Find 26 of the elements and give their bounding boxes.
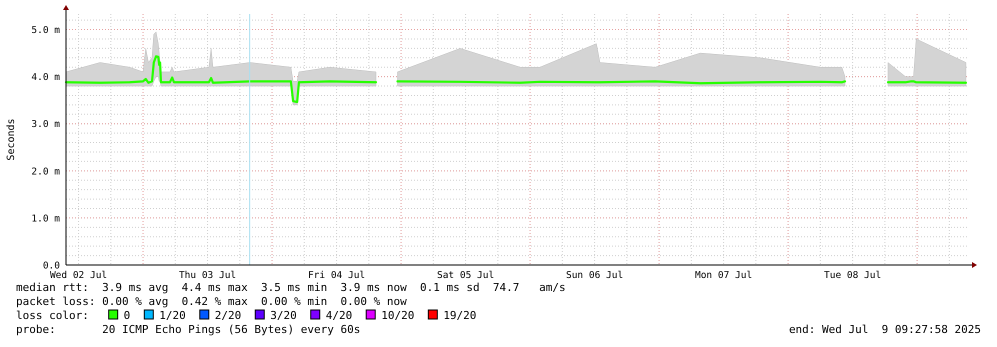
y-tick-label: 4.0 m — [31, 72, 60, 84]
y-tick-label: 5.0 m — [31, 25, 60, 36]
x-tick-label: Sun 06 Jul — [566, 270, 624, 281]
y-tick-label: 0.0 — [42, 260, 60, 272]
text: median rtt: 3.9 ms avg 4.4 ms max 3.5 ms min 3.9 ms now 0.1 ms sd 74.7 am/s — [16, 281, 566, 294]
legend-label: 0 — [124, 309, 130, 322]
legend-label: 2/20 — [214, 309, 242, 322]
legend-label: 10/20 — [381, 309, 414, 322]
legend-label: 19/20 — [443, 309, 476, 322]
text: probe: 20 ICMP Echo Pings (56 Bytes) every 60s — [16, 323, 360, 336]
y-tick-label: 3.0 m — [31, 119, 60, 130]
legend-title: loss color: — [16, 309, 89, 322]
y-tick-label: 2.0 m — [31, 166, 60, 178]
text: packet loss: 0.00 % avg 0.42 % max 0.00 % min 0.00 % now — [16, 295, 408, 308]
x-tick-label: Wed 02 Jul — [50, 270, 108, 281]
x-tick-label: Mon 07 Jul — [694, 270, 752, 281]
legend-label: 3/20 — [270, 309, 297, 322]
legend-label: 1/20 — [159, 309, 186, 322]
text: end: Wed Jul 9 09:27:58 2025 — [788, 323, 981, 336]
y-tick-label: 1.0 m — [31, 213, 60, 224]
legend-label: 4/20 — [326, 309, 352, 322]
x-tick-label: Tue 08 Jul — [824, 270, 882, 281]
x-tick-label: Thu 03 Jul — [178, 270, 236, 281]
x-tick-label: Fri 04 Jul — [308, 270, 366, 281]
y-axis-title: Seconds — [6, 118, 17, 161]
x-tick-label: Sat 05 Jul — [436, 270, 494, 281]
